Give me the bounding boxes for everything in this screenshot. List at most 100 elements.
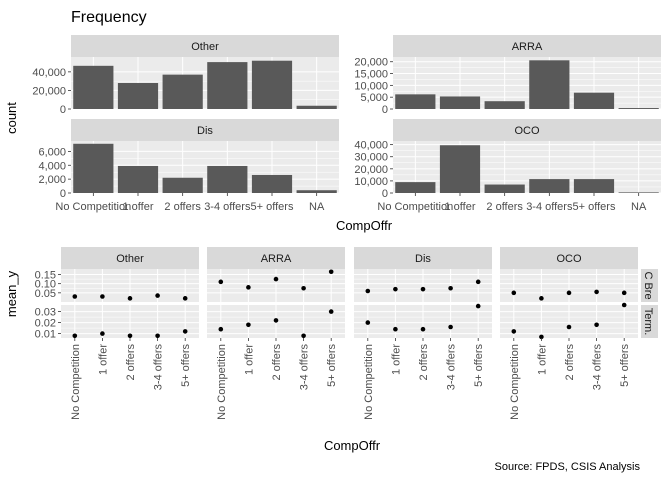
point-dis-cbre-4 (475, 279, 481, 285)
point-arra-cbre-0 (218, 279, 224, 285)
source-caption: Source: FPDS, CSIS Analysis (495, 461, 641, 473)
x-tick-label: 3-4 offers (446, 344, 458, 391)
row-strip-cbre (641, 269, 658, 302)
panel-bg-oco (393, 141, 661, 193)
y-tick-label: 0 (382, 104, 388, 116)
strip-dis (71, 119, 339, 141)
point-other-cbre-3 (155, 293, 160, 298)
point-oco-cbre-4 (621, 290, 627, 296)
point-arra-cbre-4 (328, 269, 334, 275)
x-tick-label: 1 offer (243, 344, 255, 375)
strip-label-dis: Dis (197, 125, 213, 137)
point-arra-cbre-1 (246, 285, 251, 290)
x-tick-label: 5+ offers (473, 344, 485, 387)
x-tick-label: 1 offer (123, 201, 154, 213)
bar-other-4 (251, 60, 293, 109)
y-tick-label: 0 (382, 188, 388, 200)
x-tick-label: 2 offers (418, 344, 430, 381)
x-tick-label: No Competition (377, 201, 453, 213)
panel-bg-arra (393, 57, 661, 109)
point-dis-cbre-3 (448, 285, 453, 291)
bar-other-0 (73, 65, 114, 109)
bar-oco-5 (618, 192, 659, 193)
y-tick-label: 40,000 (354, 140, 388, 152)
strip-label-bottom-other: Other (116, 253, 144, 265)
x-tick-label: 1 offer (536, 344, 548, 375)
y-tick-label: 20,000 (354, 57, 388, 69)
panel-bg-other (71, 57, 339, 109)
y-tick-label: 20,000 (354, 164, 388, 176)
point-oco-term-4 (621, 302, 627, 308)
x-tick-label: 2 offers (271, 344, 283, 381)
bar-dis-5 (296, 190, 337, 193)
x-tick-label: 5+ offers (619, 344, 631, 387)
point-other-cbre-4 (182, 296, 188, 301)
point-arra-cbre-3 (301, 285, 306, 291)
strip-bottom-dis (354, 247, 492, 269)
strip-bottom-oco (500, 247, 638, 269)
x-tick-label: 1 offer (97, 344, 109, 375)
point-other-term-1 (100, 331, 105, 336)
point-dis-term-4 (475, 303, 481, 309)
strip-label-arra: ARRA (512, 41, 543, 53)
x-tick-label: 5+ offers (251, 201, 294, 213)
x-tick-label: NA (309, 201, 325, 213)
x-tick-label: No Competition (55, 201, 131, 213)
y-tick-label: 0.15 (35, 270, 56, 282)
bar-other-5 (296, 105, 337, 109)
x-tick-label: No Competition (363, 344, 375, 420)
x-tick-label: 3-4 offers (153, 344, 165, 391)
x-tick-label: 3-4 offers (299, 344, 311, 391)
point-arra-term-2 (273, 318, 279, 323)
point-other-cbre-0 (72, 294, 78, 299)
point-dis-term-3 (448, 324, 453, 330)
point-dis-term-0 (365, 320, 371, 325)
bar-arra-0 (395, 94, 436, 109)
point-other-cbre-1 (100, 294, 105, 299)
bar-oco-0 (395, 182, 436, 193)
point-arra-term-3 (301, 333, 306, 339)
bar-oco-4 (573, 179, 615, 193)
point-oco-term-1 (539, 334, 544, 340)
bar-dis-0 (73, 143, 114, 193)
y-tick-label: 0 (60, 188, 66, 200)
bottom-x-axis-title: CompOffr (324, 438, 381, 453)
y-tick-label: 0.10 (35, 279, 56, 291)
y-tick-label: 2,000 (38, 174, 66, 186)
y-tick-label: 6,000 (38, 146, 66, 158)
strip-label-bottom-oco: OCO (556, 253, 582, 265)
row-strip-term (641, 305, 658, 338)
point-oco-cbre-1 (539, 296, 544, 301)
y-tick-label: 0.02 (35, 318, 56, 330)
x-tick-label: 1 offer (445, 201, 476, 213)
point-arra-term-1 (246, 322, 251, 328)
point-arra-term-0 (218, 326, 224, 332)
y-tick-label: 40,000 (32, 67, 66, 79)
bar-dis-2 (162, 177, 203, 193)
y-tick-label: 0.05 (35, 288, 56, 300)
point-oco-term-2 (566, 324, 572, 330)
row-strip-label-term: Term. (642, 308, 654, 336)
bar-other-2 (162, 74, 203, 109)
point-other-cbre-2 (127, 296, 133, 301)
x-tick-label: 2 offers (486, 201, 523, 213)
chart-title: Frequency (71, 9, 147, 26)
y-tick-label: 30,000 (354, 152, 388, 164)
panel-bg-dis (71, 141, 339, 193)
point-arra-cbre-2 (273, 276, 279, 282)
bar-dis-3 (207, 165, 248, 193)
row-strip-label-cbre: C Bre (642, 271, 654, 299)
bar-other-1 (117, 83, 159, 109)
x-tick-label: No Competition (509, 344, 521, 420)
bar-arra-3 (529, 60, 570, 109)
point-dis-cbre-1 (393, 286, 398, 292)
y-tick-label: 5,000 (360, 92, 388, 104)
x-tick-label: NA (631, 201, 647, 213)
point-oco-term-0 (511, 329, 517, 334)
y-tick-label: 0.03 (35, 307, 56, 319)
x-tick-label: 2 offers (164, 201, 201, 213)
x-tick-label: No Competition (216, 344, 228, 420)
strip-oco (393, 119, 661, 141)
bar-oco-3 (529, 179, 570, 193)
point-dis-cbre-2 (420, 286, 426, 292)
